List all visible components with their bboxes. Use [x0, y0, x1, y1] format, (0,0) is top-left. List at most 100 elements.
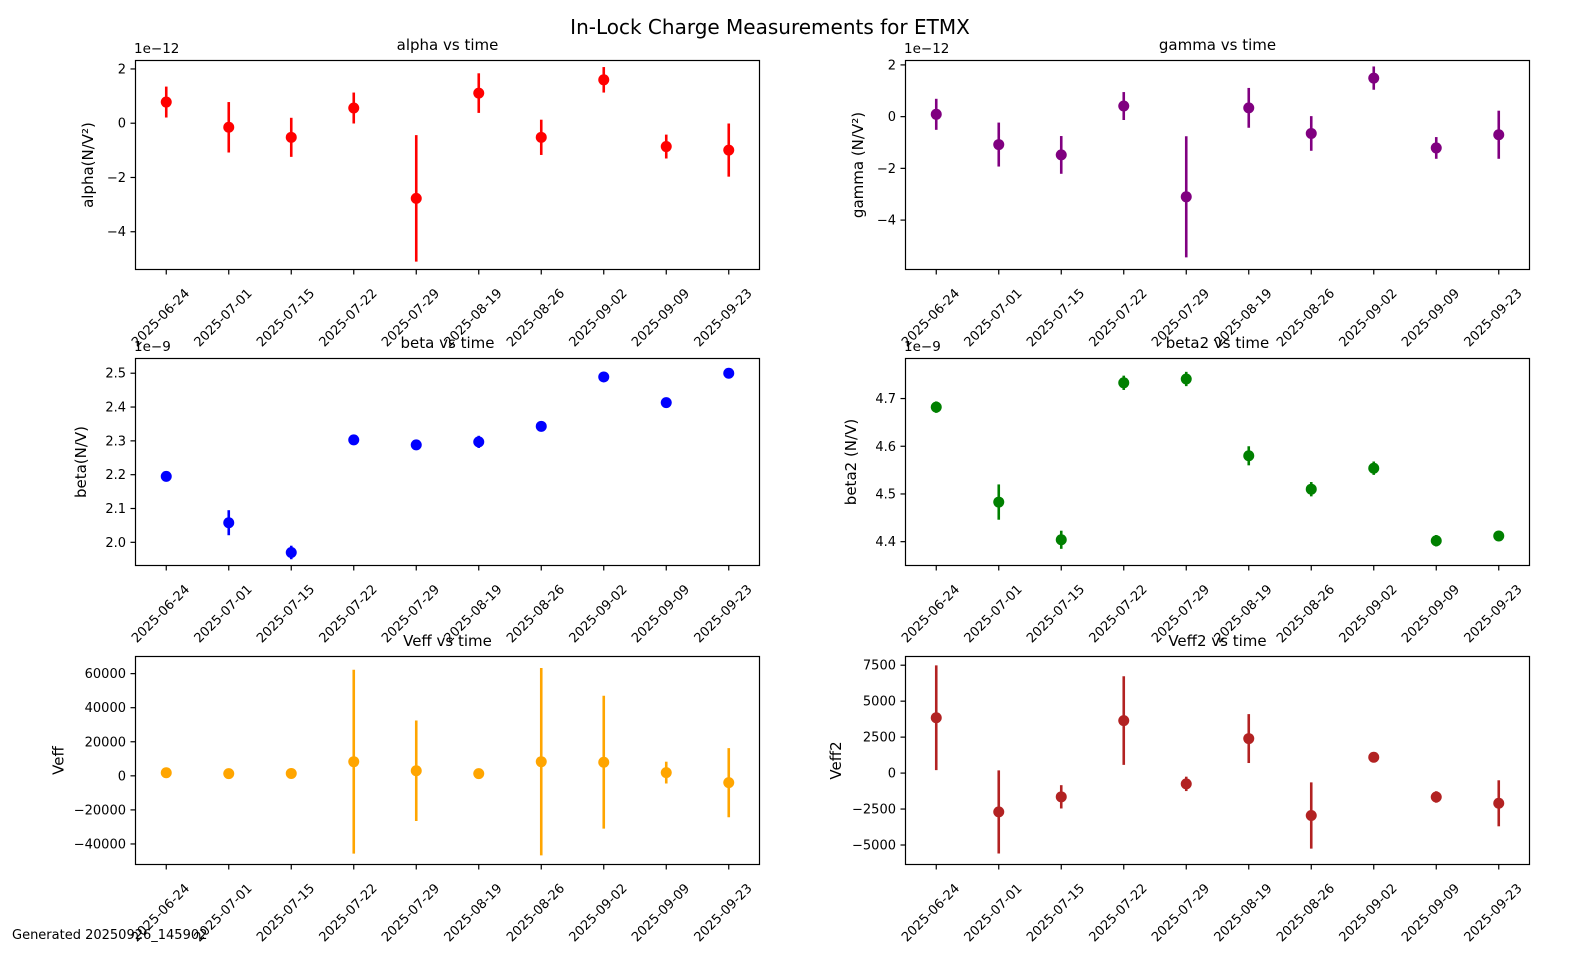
- data-point: [598, 74, 610, 86]
- x-tick-label: 2025-09-09: [629, 582, 693, 646]
- data-point: [1430, 535, 1442, 547]
- x-tick-label: 2025-08-26: [504, 582, 568, 646]
- y-axis-label: beta2 (N/V): [842, 419, 860, 505]
- data-point: [535, 131, 547, 143]
- y-tick-label: −20000: [74, 803, 126, 818]
- data-point: [1118, 377, 1130, 389]
- x-tick-label: 2025-09-09: [629, 286, 693, 350]
- x-tick-label: 2025-09-02: [567, 286, 631, 350]
- x-tick-label: 2025-09-23: [1462, 881, 1526, 945]
- data-point: [723, 367, 735, 379]
- data-point: [660, 767, 672, 779]
- y-tick-label: 2.4: [105, 401, 126, 416]
- y-tick-label: 4.6: [875, 440, 896, 455]
- x-tick-label: 2025-07-01: [962, 286, 1026, 350]
- x-tick-label: 2025-07-15: [254, 286, 318, 350]
- y-tick-label: 2.0: [105, 536, 126, 551]
- x-tick-label: 2025-07-15: [1024, 582, 1088, 646]
- x-tick-label: 2025-07-01: [192, 582, 256, 646]
- subplot-beta: 2.5 2.4 2.3 2.2 2.1 2.0 2025-06-24 2025-07-01 20…: [72, 334, 761, 646]
- x-tick-label: 2025-07-01: [962, 881, 1026, 945]
- data-point: [598, 756, 610, 768]
- y-tick-label: 4.5: [875, 487, 896, 502]
- y-tick-label: 2.5: [105, 367, 126, 382]
- data-point: [723, 144, 735, 156]
- y-tick-label: 0: [888, 767, 896, 782]
- subplot-title: Veff2 vs time: [1168, 632, 1266, 650]
- alpha-plot-canvas: 20−2−42025-06-242025-07-012025-07-152025…: [79, 36, 761, 350]
- data-point: [1180, 778, 1192, 790]
- x-tick-label: 2025-08-26: [1274, 881, 1338, 945]
- y-tick-label: 4.7: [875, 392, 896, 407]
- x-tick-label: 2025-09-02: [1337, 582, 1401, 646]
- data-point: [930, 401, 942, 413]
- y-tick-label: −4: [877, 214, 896, 229]
- axes-border: [134, 655, 761, 866]
- data-point: [1493, 129, 1505, 141]
- axes-border: [904, 655, 1531, 866]
- data-point: [223, 121, 235, 133]
- axes-border: [134, 357, 761, 567]
- subplot-veff: 60000 40000 20000 0 −20000 −40000 2025-06-24 20…: [50, 632, 761, 945]
- axes-border: [134, 59, 761, 271]
- x-tick-label: 2025-06-24: [899, 881, 963, 945]
- subplot-title: beta2 vs time: [1166, 334, 1269, 352]
- subplot-alpha: 2 0 −2 −4 2025-06-24 2025-07-01 2025-07-15 2025…: [79, 36, 761, 350]
- x-tick-label: 2025-07-15: [1024, 881, 1088, 945]
- y-tick-label: −40000: [74, 837, 126, 852]
- y-axis-label: beta(N/V): [72, 426, 90, 498]
- y-axis-label: Veff: [50, 746, 68, 775]
- y-tick-label: 2.1: [105, 502, 126, 517]
- data-point: [1118, 715, 1130, 727]
- x-tick-label: 2025-07-22: [317, 286, 381, 350]
- subplot-beta2: 4.7 4.6 4.5 4.4 2025-06-24 2025-07-01 2025-07-…: [842, 334, 1531, 646]
- data-point: [1305, 127, 1317, 139]
- x-tick-label: 2025-07-01: [962, 582, 1026, 646]
- data-point: [1493, 530, 1505, 542]
- data-point: [1368, 72, 1380, 84]
- x-tick-label: 2025-09-09: [1399, 881, 1463, 945]
- data-point: [160, 96, 172, 108]
- y-tick-label: 0: [118, 117, 126, 132]
- x-tick-label: 2025-09-23: [1462, 582, 1526, 646]
- data-point: [348, 756, 360, 768]
- y-tick-label: 20000: [85, 735, 126, 750]
- data-point: [348, 102, 360, 114]
- data-point: [1055, 534, 1067, 546]
- data-point: [348, 434, 360, 446]
- data-point: [993, 496, 1005, 508]
- data-point: [1243, 733, 1255, 745]
- data-point: [660, 141, 672, 153]
- x-tick-label: 2025-06-24: [899, 582, 963, 646]
- x-tick-label: 2025-09-02: [567, 881, 631, 945]
- y-axis-label: alpha(N/V²): [79, 122, 97, 208]
- x-tick-label: 2025-07-22: [317, 582, 381, 646]
- subplot-title: Veff vs time: [403, 632, 492, 650]
- axes-border: [904, 59, 1531, 271]
- y-tick-label: 2500: [863, 731, 896, 746]
- data-point: [535, 756, 547, 768]
- x-tick-label: 2025-06-24: [129, 582, 193, 646]
- data-point: [223, 768, 235, 780]
- y-tick-label: 0: [118, 769, 126, 784]
- data-point: [1243, 102, 1255, 114]
- x-tick-label: 2025-07-22: [1087, 881, 1151, 945]
- x-tick-label: 2025-09-23: [692, 286, 756, 350]
- data-point: [285, 546, 297, 558]
- data-point: [723, 777, 735, 789]
- x-tick-label: 2025-08-26: [1274, 286, 1338, 350]
- subplot-title: beta vs time: [401, 334, 495, 352]
- data-point: [1243, 450, 1255, 462]
- y-tick-label: −2: [107, 171, 126, 186]
- gamma-plot-canvas: 20−2−42025-06-242025-07-012025-07-152025…: [849, 36, 1531, 350]
- figure-title: In-Lock Charge Measurements for ETMX: [570, 15, 970, 39]
- data-point: [1180, 373, 1192, 385]
- data-point: [1430, 142, 1442, 154]
- data-point: [1368, 462, 1380, 474]
- x-tick-label: 2025-07-15: [1024, 286, 1088, 350]
- y-tick-label: 7500: [863, 659, 896, 674]
- y-axis-label: gamma (N/V²): [849, 112, 867, 218]
- subplot-title: alpha vs time: [397, 36, 499, 54]
- x-tick-label: 2025-09-09: [1399, 286, 1463, 350]
